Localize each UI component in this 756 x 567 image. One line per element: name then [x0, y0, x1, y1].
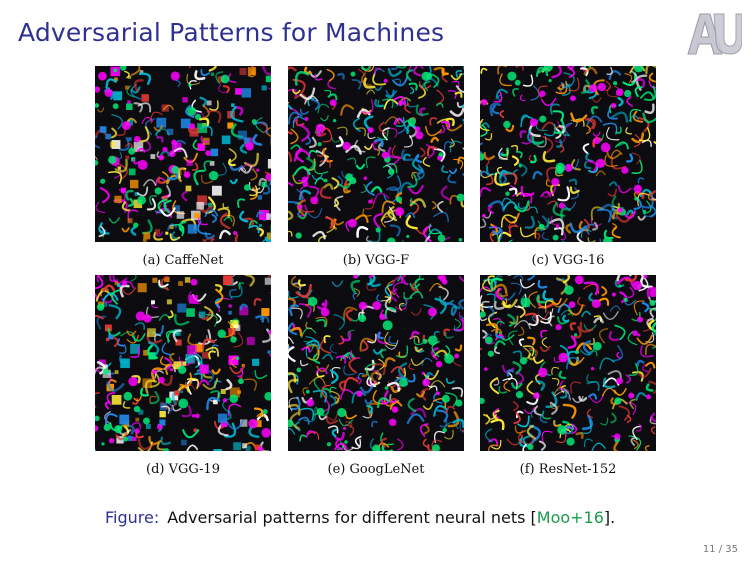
caption-bracket-close: ].: [603, 508, 616, 527]
panel-caffenet: (a) CaffeNet: [95, 66, 271, 268]
panel-label: (c) VGG-16: [531, 253, 605, 268]
pattern-image: [95, 66, 271, 242]
pattern-image: [480, 66, 656, 242]
caption-bracket-open: [: [525, 508, 537, 527]
panel-label: (d) VGG-19: [146, 462, 220, 477]
citation-link[interactable]: Moo+16: [536, 508, 604, 527]
page-number: 11 / 35: [702, 544, 738, 555]
panel-label: (b) VGG-F: [342, 253, 410, 268]
pattern-image: [480, 275, 656, 451]
pattern-image: [288, 66, 464, 242]
figure-caption: Figure: Adversarial patterns for differen…: [105, 508, 615, 527]
pattern-image: [288, 275, 464, 451]
panel-googlenet: (e) GoogLeNet: [288, 275, 464, 477]
panel-vgg-19: (d) VGG-19: [95, 275, 271, 477]
caption-text: Adversarial patterns for different neura…: [167, 508, 526, 527]
panel-label: (a) CaffeNet: [142, 253, 224, 268]
pattern-image: [95, 275, 271, 451]
panel-resnet-152: (f) ResNet-152: [480, 275, 656, 477]
panel-vgg-f: (b) VGG-F: [288, 66, 464, 268]
panel-label: (e) GoogLeNet: [327, 462, 425, 477]
slide-title: Adversarial Patterns for Machines: [18, 18, 445, 47]
au-logo-icon: [687, 13, 742, 55]
caption-label: Figure:: [105, 508, 160, 527]
panel-vgg-16: (c) VGG-16: [480, 66, 656, 268]
panel-label: (f) ResNet-152: [519, 462, 617, 477]
